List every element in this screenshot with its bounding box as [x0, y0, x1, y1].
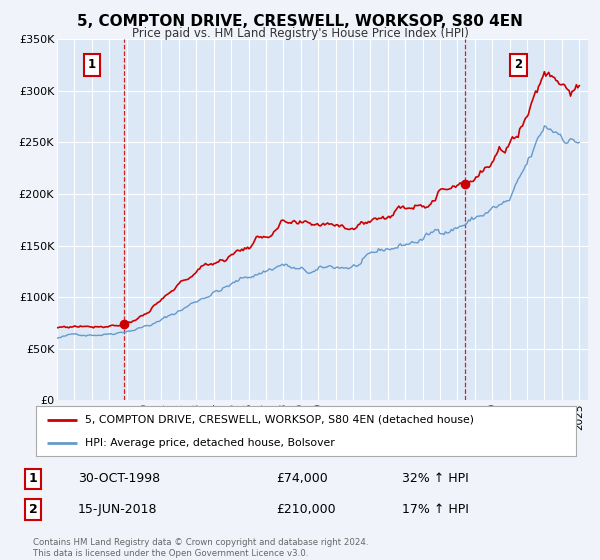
Text: 2: 2: [514, 58, 523, 72]
Text: Contains HM Land Registry data © Crown copyright and database right 2024.
This d: Contains HM Land Registry data © Crown c…: [33, 538, 368, 558]
Text: 5, COMPTON DRIVE, CRESWELL, WORKSOP, S80 4EN: 5, COMPTON DRIVE, CRESWELL, WORKSOP, S80…: [77, 14, 523, 29]
Text: 32% ↑ HPI: 32% ↑ HPI: [402, 472, 469, 486]
Text: 5, COMPTON DRIVE, CRESWELL, WORKSOP, S80 4EN (detached house): 5, COMPTON DRIVE, CRESWELL, WORKSOP, S80…: [85, 414, 473, 424]
Text: HPI: Average price, detached house, Bolsover: HPI: Average price, detached house, Bols…: [85, 438, 334, 448]
Text: 1: 1: [29, 472, 37, 486]
Text: 1: 1: [88, 58, 96, 72]
Text: 30-OCT-1998: 30-OCT-1998: [78, 472, 160, 486]
Text: £74,000: £74,000: [276, 472, 328, 486]
Text: 17% ↑ HPI: 17% ↑ HPI: [402, 503, 469, 516]
Text: £210,000: £210,000: [276, 503, 335, 516]
Text: Price paid vs. HM Land Registry's House Price Index (HPI): Price paid vs. HM Land Registry's House …: [131, 27, 469, 40]
Text: 2: 2: [29, 503, 37, 516]
Text: 15-JUN-2018: 15-JUN-2018: [78, 503, 157, 516]
